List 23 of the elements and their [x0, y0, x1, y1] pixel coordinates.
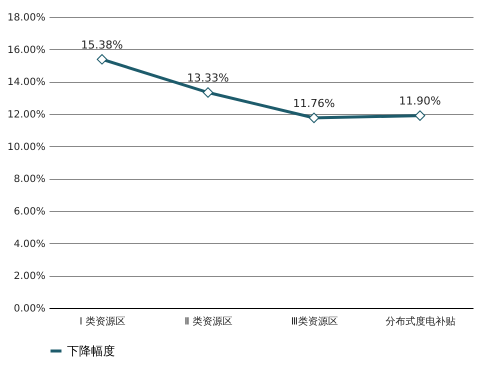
y-tick-label: 10.00%	[7, 142, 46, 153]
point	[308, 112, 320, 124]
data-label: 15.38%	[81, 38, 123, 52]
y-tick-label: 0.00%	[14, 304, 46, 314]
point	[96, 54, 108, 65]
x-tick-label: Ⅰ 类资源区	[79, 316, 126, 328]
y-tick-label: 8.00%	[14, 174, 46, 186]
y-tick-label: 6.00%	[14, 206, 46, 218]
y-tick-label: 4.00%	[14, 238, 46, 250]
data-label: 11.90%	[399, 94, 441, 108]
y-tick-label: 14.00%	[7, 77, 46, 88]
y-tick-label: 16.00%	[7, 44, 46, 56]
y-tick-label: 12.00%	[7, 110, 46, 120]
y-tick-label: 2.00%	[14, 271, 46, 282]
legend-label: 下降幅度	[67, 344, 115, 358]
point	[414, 110, 426, 121]
y-tick-label: 18.00%	[7, 12, 46, 24]
data-label: 13.33%	[187, 72, 229, 84]
x-tick-label: Ⅲ类资源区	[291, 316, 338, 328]
x-tick-label: 分布式度电补贴	[386, 316, 456, 328]
point	[202, 87, 214, 98]
data-label: 11.76%	[293, 96, 335, 110]
x-tick-label: Ⅱ 类资源区	[184, 316, 233, 328]
